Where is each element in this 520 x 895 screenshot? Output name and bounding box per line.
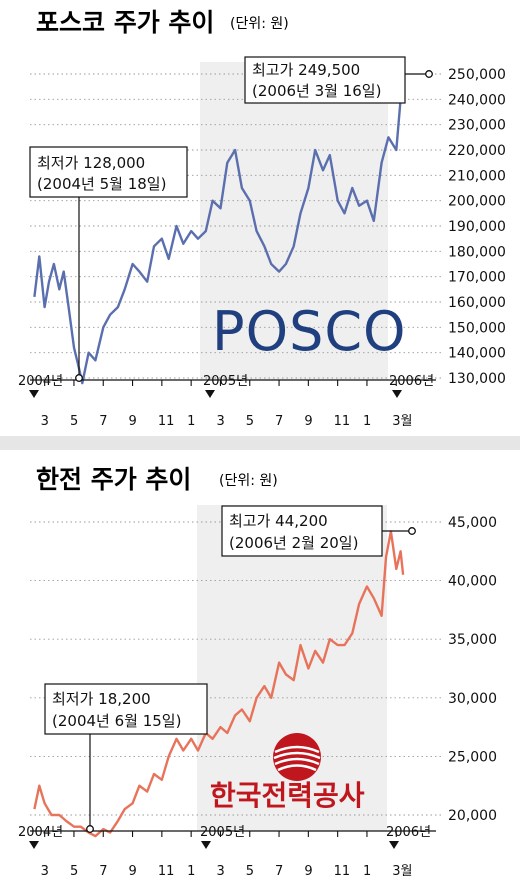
kepco-high-point	[408, 527, 416, 535]
posco-xtick-label: 1	[187, 414, 195, 429]
posco-low-point	[75, 374, 83, 382]
kepco-year-marker-2004	[29, 841, 39, 849]
posco-low-callout	[29, 146, 188, 198]
kepco-low-date: (2004년 6월 15일)	[52, 712, 181, 730]
kepco-panel: 45,000 40,000 35,000 30,000 25,000 20,000 한전 …	[18, 465, 497, 879]
kepco-xtick-label: 5	[246, 864, 254, 879]
kepco-yaxis: 45,000 40,000 35,000 30,000 25,000 20,000	[448, 515, 497, 824]
kepco-high-callout	[221, 505, 383, 557]
kepco-low-point	[86, 825, 94, 833]
posco-low-label: 최저가 128,000	[37, 154, 145, 172]
kepco-logo: 한국전력공사	[210, 779, 365, 812]
posco-ytick-label: 140,000	[448, 346, 506, 362]
posco-xtick-label: 9	[304, 414, 312, 429]
posco-high-date: (2006년 3월 16일)	[252, 82, 381, 100]
posco-xtick-label: 11	[334, 414, 351, 429]
kepco-xtick-label: 7	[275, 864, 283, 879]
posco-ytick-label: 130,000	[448, 371, 506, 387]
posco-x-ticks: 3 5 7 9 11 1 3 5 7 9 11 1 3월	[41, 380, 412, 429]
posco-ytick-label: 210,000	[448, 168, 506, 184]
posco-year-2004: 2004년	[18, 374, 63, 389]
posco-year-marker-2005	[205, 390, 215, 398]
kepco-ytick-label: 40,000	[448, 574, 497, 590]
kepco-low-label: 최저가 18,200	[52, 690, 151, 708]
posco-yaxis: 250,000 240,000 230,000 220,000 210,000 200,0…	[448, 67, 506, 387]
posco-xtick-label: 3	[216, 414, 224, 429]
posco-ytick-label: 230,000	[448, 118, 506, 134]
kepco-high-date: (2006년 2월 20일)	[229, 534, 358, 552]
posco-xtick-label: 3	[41, 414, 49, 429]
kepco-xtick-label: 3월	[392, 864, 412, 879]
posco-xtick-label: 1	[363, 414, 371, 429]
posco-ytick-label: 180,000	[448, 244, 506, 260]
posco-high-callout	[244, 56, 406, 104]
kepco-ytick-label: 30,000	[448, 691, 497, 707]
posco-xtick-label: 5	[246, 414, 254, 429]
posco-high-point	[425, 70, 433, 78]
posco-panel: 250,000 240,000 230,000 220,000 210,000 200,0…	[18, 8, 506, 429]
kepco-xtick-label: 3	[41, 864, 49, 879]
kepco-year-2004: 2004년	[18, 825, 63, 840]
kepco-xtick-label: 11	[334, 864, 351, 879]
posco-xtick-label: 5	[70, 414, 78, 429]
kepco-xtick-label: 7	[99, 864, 107, 879]
kepco-emblem	[273, 733, 321, 781]
posco-year-marker-2004	[29, 390, 39, 398]
kepco-year-2006: 2006년	[386, 825, 431, 840]
kepco-xtick-label: 1	[187, 864, 195, 879]
posco-year-marker-2006	[392, 390, 402, 398]
posco-ytick-label: 200,000	[448, 194, 506, 210]
kepco-ytick-label: 35,000	[448, 632, 497, 648]
posco-xtick-label: 9	[129, 414, 137, 429]
posco-ytick-label: 160,000	[448, 295, 506, 311]
posco-low-date: (2004년 5월 18일)	[37, 175, 166, 193]
kepco-xtick-label: 9	[304, 864, 312, 879]
posco-year-2005: 2005년	[203, 374, 248, 389]
kepco-price-line	[33, 530, 405, 838]
posco-title: 포스코 주가 추이	[36, 8, 214, 37]
kepco-x-ticks: 3 5 7 9 11 1 3 5 7 9 11 1 3월	[41, 831, 412, 879]
kepco-year-marker-2006	[389, 841, 399, 849]
posco-unit: (단위: 원)	[230, 16, 289, 32]
posco-year-2006: 2006년	[389, 374, 434, 389]
kepco-ytick-label: 25,000	[448, 749, 497, 765]
posco-xtick-label: 7	[99, 414, 107, 429]
kepco-xtick-label: 1	[363, 864, 371, 879]
posco-ytick-label: 170,000	[448, 270, 506, 286]
posco-ytick-label: 190,000	[448, 219, 506, 235]
posco-xtick-label: 11	[158, 414, 175, 429]
kepco-xtick-label: 11	[158, 864, 175, 879]
posco-xtick-label: 7	[275, 414, 283, 429]
posco-logo: POSCO	[212, 300, 407, 363]
kepco-high-label: 최고가 44,200	[229, 512, 328, 530]
kepco-xtick-label: 9	[129, 864, 137, 879]
kepco-xtick-label: 5	[70, 864, 78, 879]
kepco-xtick-label: 3	[216, 864, 224, 879]
kepco-title: 한전 주가 추이	[36, 465, 191, 494]
posco-ytick-label: 220,000	[448, 143, 506, 159]
panel-separator	[0, 436, 520, 450]
posco-ytick-label: 240,000	[448, 92, 506, 108]
kepco-unit: (단위: 원)	[219, 473, 278, 489]
kepco-year-marker-2005	[201, 841, 211, 849]
kepco-ytick-label: 20,000	[448, 808, 497, 824]
posco-xtick-label: 3월	[392, 414, 412, 429]
posco-ytick-label: 250,000	[448, 67, 506, 83]
kepco-low-callout	[44, 683, 208, 735]
kepco-year-2005: 2005년	[200, 825, 245, 840]
posco-high-label: 최고가 249,500	[252, 61, 360, 79]
posco-2005-band	[200, 62, 388, 380]
kepco-ytick-label: 45,000	[448, 515, 497, 531]
posco-ytick-label: 150,000	[448, 320, 506, 336]
